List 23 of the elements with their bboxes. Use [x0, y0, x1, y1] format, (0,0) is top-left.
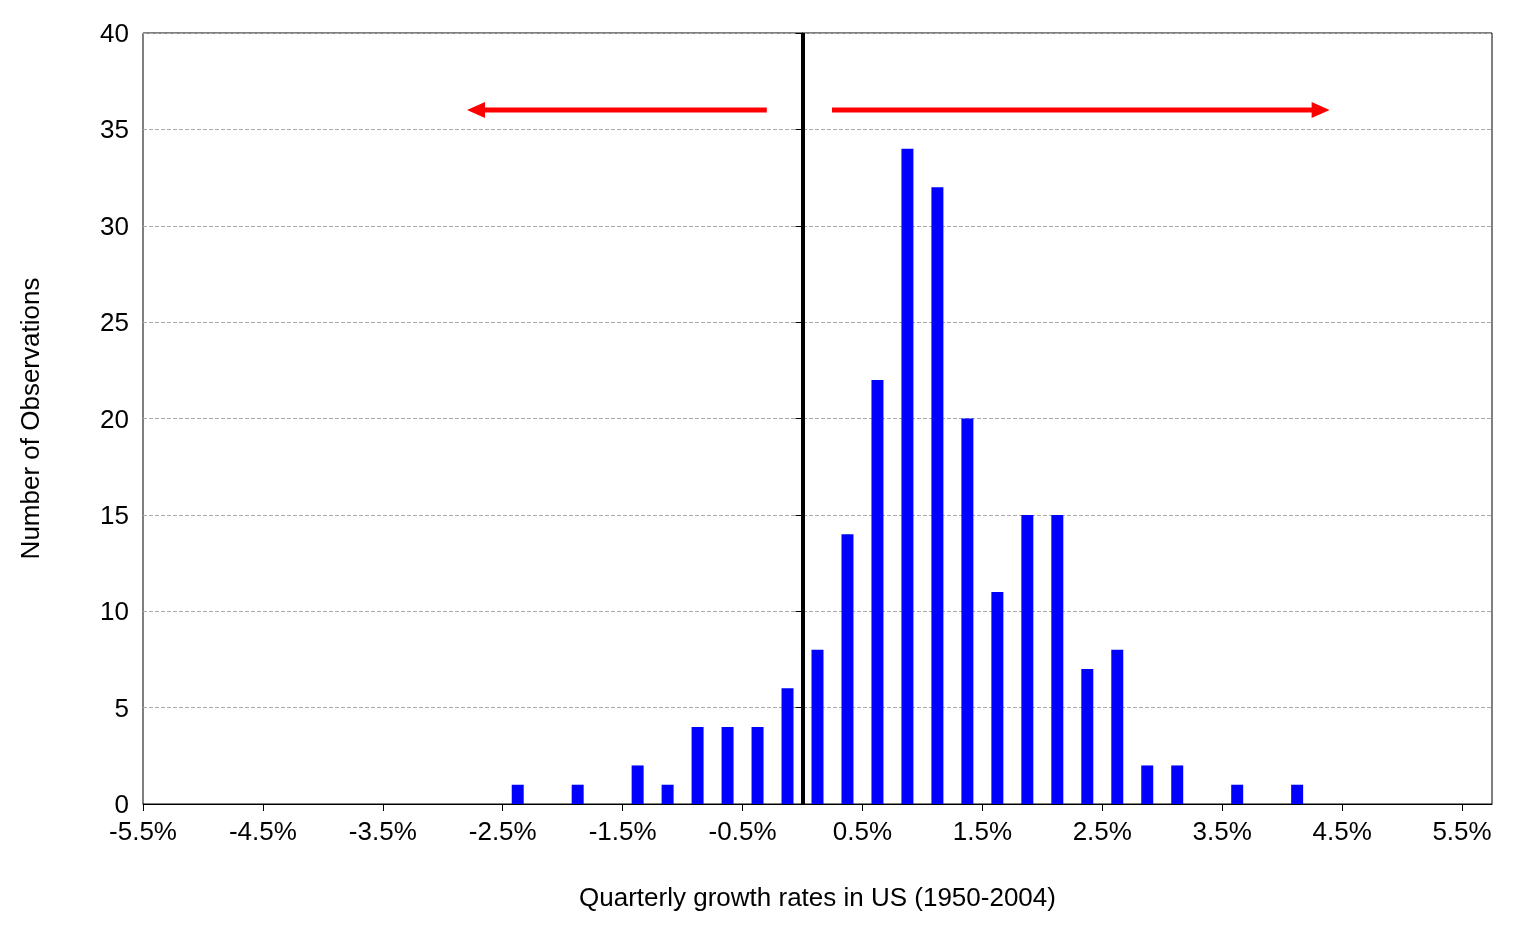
- x-tick-label: -4.5%: [228, 816, 297, 846]
- x-tick-label: -2.5%: [468, 816, 537, 846]
- x-tick-label: 0.5%: [832, 816, 893, 846]
- y-tick-label: 20: [100, 403, 129, 434]
- x-tick-label: 2.5%: [1072, 816, 1132, 846]
- x-tick-label: -3.5%: [348, 816, 417, 846]
- x-tick-label: -1.5%: [588, 816, 657, 846]
- x-tick-label: 4.5%: [1312, 816, 1372, 846]
- x-tick-label: -0.5%: [708, 816, 777, 846]
- y-tick-label: 10: [100, 596, 129, 627]
- y-tick-label: 15: [100, 499, 129, 530]
- x-tick-label: 3.5%: [1192, 816, 1252, 846]
- y-tick-label: 25: [100, 307, 129, 338]
- y-tick-label: 5: [114, 692, 129, 723]
- y-tick-label: 35: [100, 114, 129, 145]
- x-axis-title: Quarterly growth rates in US (1950-2004): [579, 882, 1056, 912]
- y-axis-title: Number of Observations: [15, 277, 45, 560]
- x-tick-label: -5.5%: [109, 816, 177, 846]
- y-tick-label: 40: [100, 18, 129, 48]
- x-tick-label: 5.5%: [1432, 816, 1492, 846]
- x-tick-label: 1.5%: [952, 816, 1013, 846]
- y-tick-label: 30: [100, 210, 129, 241]
- y-tick-label: 0: [114, 789, 129, 819]
